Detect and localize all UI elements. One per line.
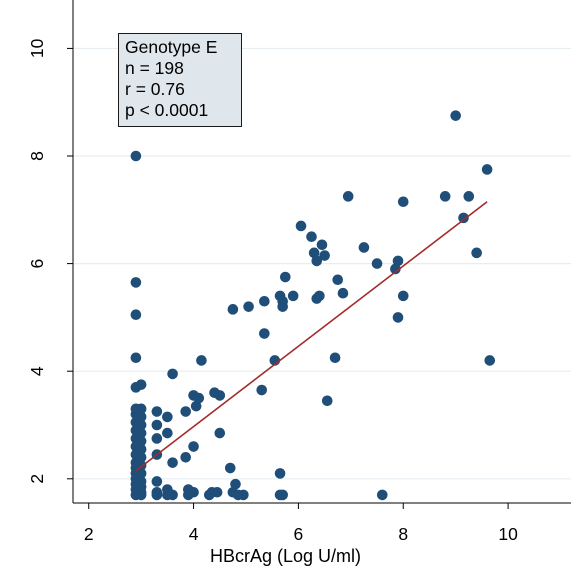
data-point-81	[287, 290, 299, 302]
x-tick-label-10: 10	[498, 524, 518, 544]
data-point-102	[397, 196, 409, 208]
data-point-28	[135, 468, 147, 479]
data-point-37	[151, 476, 163, 487]
data-point-83	[306, 231, 317, 243]
y-tick-label-10: 10	[27, 38, 47, 58]
data-point-96	[371, 258, 383, 269]
data-point-97	[376, 489, 388, 501]
data-point-93	[337, 287, 349, 299]
data-point-90	[321, 395, 333, 407]
data-point-19	[135, 379, 147, 390]
y-tick-label-4: 4	[27, 366, 47, 376]
data-point-44	[167, 368, 178, 380]
data-point-85	[311, 255, 323, 267]
data-point-104	[450, 110, 461, 121]
data-point-55	[193, 392, 205, 404]
x-tick-label-4: 4	[189, 524, 199, 544]
data-point-21	[135, 411, 147, 423]
data-points	[130, 110, 496, 501]
x-tick-label-2: 2	[84, 524, 94, 544]
data-point-46	[167, 489, 178, 501]
data-point-95	[358, 242, 370, 253]
y-tick-label-2: 2	[27, 474, 47, 484]
data-point-108	[481, 164, 493, 175]
data-point-35	[151, 433, 163, 444]
data-point-32	[135, 489, 147, 501]
data-point-63	[224, 462, 236, 474]
x-tick-label-6: 6	[294, 524, 304, 544]
data-point-94	[342, 191, 354, 202]
annotation-line-genotype: Genotype E	[125, 37, 218, 57]
data-point-92	[332, 274, 344, 286]
data-point-34	[151, 419, 163, 431]
y-tick-label-6: 6	[27, 259, 47, 269]
data-point-53	[188, 486, 199, 498]
data-point-77	[280, 271, 291, 283]
data-point-70	[256, 384, 268, 396]
data-point-25	[135, 443, 147, 455]
data-point-33	[151, 406, 163, 417]
annotation-line-p: p < 0.0001	[125, 100, 209, 120]
data-point-107	[471, 247, 482, 259]
data-point-103	[439, 191, 451, 202]
data-point-78	[274, 468, 286, 479]
fit-line-group	[135, 201, 488, 472]
data-point-41	[162, 427, 173, 439]
data-point-40	[162, 411, 173, 423]
data-point-98	[390, 263, 401, 275]
data-point-80	[277, 489, 288, 501]
data-point-106	[463, 191, 475, 202]
data-point-100	[392, 312, 404, 323]
y-tick-label-8: 8	[27, 151, 47, 161]
data-point-69	[243, 301, 254, 312]
data-point-24	[135, 435, 147, 447]
data-point-71	[259, 328, 270, 339]
data-point-0	[130, 150, 142, 162]
data-point-72	[259, 295, 270, 307]
data-point-2	[130, 309, 142, 321]
x-axis-label: HBcrAg (Log U/ml)	[209, 546, 362, 566]
data-point-62	[214, 427, 226, 439]
x-tick-label-8: 8	[398, 524, 408, 544]
data-point-52	[188, 441, 199, 452]
fit-line	[135, 201, 488, 472]
data-point-87	[314, 290, 325, 302]
data-point-109	[484, 355, 496, 366]
annotation-line-n: n = 198	[125, 58, 184, 78]
data-point-84	[308, 247, 320, 259]
data-point-20	[135, 403, 147, 415]
data-point-99	[392, 255, 404, 267]
data-point-60	[211, 486, 223, 498]
annotation-box: Genotype E n = 198 r = 0.76 p < 0.0001	[118, 33, 242, 127]
data-point-88	[316, 239, 328, 251]
data-point-105	[458, 212, 469, 224]
data-point-22	[135, 419, 147, 431]
data-point-26	[135, 451, 147, 463]
data-point-3	[130, 352, 142, 364]
annotation-line-r: r = 0.76	[125, 79, 185, 99]
data-point-68	[238, 489, 249, 501]
data-point-48	[180, 406, 192, 417]
data-point-56	[196, 355, 207, 366]
data-point-101	[397, 290, 409, 302]
data-point-89	[319, 250, 330, 261]
data-point-91	[329, 352, 341, 364]
data-point-66	[230, 478, 241, 490]
data-point-45	[167, 457, 178, 468]
data-point-1	[130, 277, 142, 288]
data-point-47	[180, 451, 192, 463]
data-point-76	[277, 295, 288, 307]
axes: 2 4 6 8 10 2 4 6 8 10	[27, 0, 571, 544]
data-point-61	[214, 390, 226, 401]
data-point-23	[135, 427, 147, 439]
data-point-39	[151, 489, 163, 501]
data-point-82	[295, 220, 307, 232]
data-point-64	[227, 304, 239, 315]
data-point-54	[190, 400, 202, 412]
